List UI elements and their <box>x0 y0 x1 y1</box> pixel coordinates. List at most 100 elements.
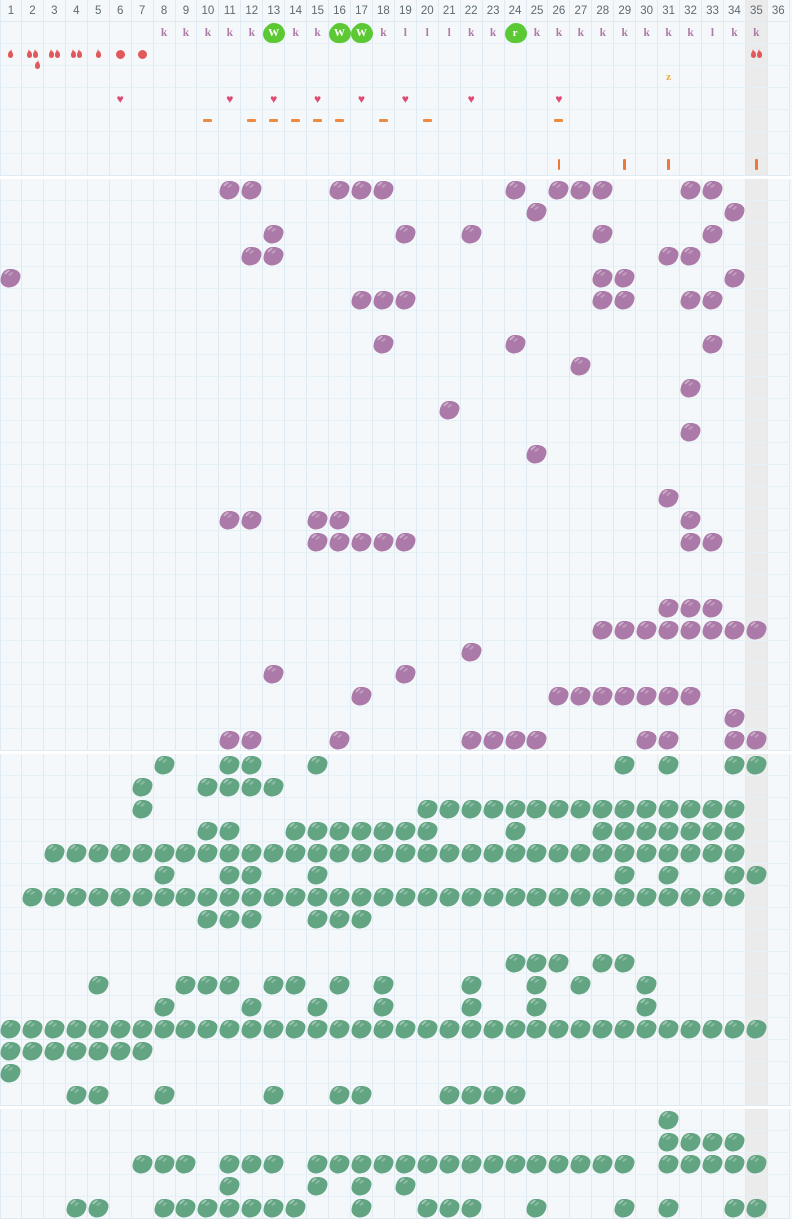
grid-cell-symptoms-purple-r11-c11[interactable] <box>219 421 242 443</box>
scribble-mark-green[interactable] <box>242 865 262 884</box>
grid-cell-bleeding-c12[interactable] <box>241 44 264 66</box>
scribble-mark-green[interactable] <box>615 799 635 818</box>
scribble-mark-green[interactable] <box>417 1198 437 1217</box>
grid-cell-symptoms-green-r0-c19[interactable] <box>394 754 417 776</box>
grid-cell-symptoms-purple-r12-c8[interactable] <box>153 443 176 465</box>
grid-cell-symptoms-green-r12-c27[interactable] <box>570 1018 593 1040</box>
grid-cell-symptoms-green-r12-c28[interactable] <box>592 1018 615 1040</box>
grid-cell-symptoms-green-2-r4-c24[interactable] <box>504 1197 527 1219</box>
grid-cell-symptoms-green-r15-c22[interactable] <box>460 1084 483 1106</box>
scribble-mark-purple[interactable] <box>659 488 679 507</box>
grid-cell-symptoms-green-r2-c6[interactable] <box>109 798 132 820</box>
grid-cell-symptoms-green-r2-c11[interactable] <box>219 798 242 820</box>
grid-cell-symptoms-green-r11-c3[interactable] <box>43 996 66 1018</box>
grid-cell-symptoms-purple-r23-c27[interactable] <box>570 685 593 707</box>
scribble-mark-green[interactable] <box>505 821 525 840</box>
grid-cell-symptoms-green-r15-c2[interactable] <box>21 1084 44 1106</box>
grid-cell-symptoms-green-r5-c17[interactable] <box>351 864 373 886</box>
grid-cell-symptoms-green-2-r3-c1[interactable] <box>0 1175 22 1197</box>
scribble-mark-green[interactable] <box>571 1019 591 1038</box>
grid-cell-symptoms-purple-r7-c6[interactable] <box>109 333 132 355</box>
grid-cell-symptoms-green-r8-c24[interactable] <box>504 930 527 952</box>
grid-cell-symptoms-purple-r1-c9[interactable] <box>175 201 198 223</box>
grid-cell-symptoms-purple-r9-c29[interactable] <box>614 377 637 399</box>
grid-cell-symptoms-green-2-r0-c8[interactable] <box>153 1109 176 1131</box>
grid-cell-symptoms-purple-r5-c29[interactable] <box>614 289 637 311</box>
grid-cell-symptoms-purple-r22-c17[interactable] <box>351 663 373 685</box>
grid-cell-symptoms-purple-r0-c2[interactable] <box>21 179 44 201</box>
grid-cell-symptoms-purple-r8-c33[interactable] <box>702 355 724 377</box>
scribble-mark-green[interactable] <box>44 843 64 862</box>
dash-mark-10[interactable] <box>203 119 213 122</box>
grid-cell-symptoms-purple-r3-c31[interactable] <box>658 245 681 267</box>
grid-cell-symptoms-green-r2-c31[interactable] <box>658 798 681 820</box>
grid-cell-symptoms-purple-r4-c15[interactable] <box>307 267 330 289</box>
grid-cell-intercourse-c35[interactable] <box>745 88 768 110</box>
grid-cell-symptoms-purple-r12-c1[interactable] <box>0 443 22 465</box>
grid-cell-symptoms-purple-r14-c7[interactable] <box>131 487 154 509</box>
grid-cell-symptoms-purple-r22-c15[interactable] <box>307 663 330 685</box>
scribble-mark-green[interactable] <box>615 755 635 774</box>
scribble-mark-green[interactable] <box>527 799 547 818</box>
grid-cell-symptoms-purple-r21-c8[interactable] <box>153 641 176 663</box>
grid-cell-symptoms-purple-r12-c20[interactable] <box>416 443 439 465</box>
scribble-mark-green[interactable] <box>264 887 284 906</box>
scribble-mark-green[interactable] <box>330 843 350 862</box>
grid-cell-symptoms-purple-r23-c31[interactable] <box>658 685 681 707</box>
grid-cell-symptoms-purple-r23-c24[interactable] <box>504 685 527 707</box>
grid-cell-symptoms-purple-r16-c30[interactable] <box>636 531 659 553</box>
grid-cell-symptoms-purple-r10-c9[interactable] <box>175 399 198 421</box>
grid-cell-symptoms-green-r12-c20[interactable] <box>416 1018 439 1040</box>
scribble-mark-green[interactable] <box>527 1154 547 1173</box>
grid-cell-temperature-dash-c35[interactable] <box>745 110 768 132</box>
grid-cell-symptoms-green-r4-c14[interactable] <box>285 842 308 864</box>
scribble-mark-green[interactable] <box>615 1198 635 1217</box>
grid-cell-symptoms-green-2-r4-c21[interactable] <box>438 1197 461 1219</box>
grid-cell-symptoms-green-r0-c35[interactable] <box>745 754 768 776</box>
scribble-mark-green[interactable] <box>1 1041 21 1060</box>
grid-cell-symptoms-purple-r10-c10[interactable] <box>197 399 220 421</box>
grid-cell-symptoms-purple-r24-c8[interactable] <box>153 707 176 729</box>
grid-cell-symptoms-green-r7-c5[interactable] <box>87 908 110 930</box>
scribble-mark-green[interactable] <box>571 799 591 818</box>
grid-cell-symptoms-green-r10-c5[interactable] <box>87 974 110 996</box>
grid-cell-symptoms-purple-r11-c23[interactable] <box>482 421 505 443</box>
grid-cell-symptoms-green-r9-c10[interactable] <box>197 952 220 974</box>
grid-cell-symptoms-purple-r9-c31[interactable] <box>658 377 681 399</box>
grid-cell-symptoms-green-r5-c7[interactable] <box>131 864 154 886</box>
grid-cell-symptoms-purple-r25-c32[interactable] <box>680 729 702 751</box>
grid-cell-symptoms-purple-r20-c22[interactable] <box>460 619 483 641</box>
grid-cell-symptoms-purple-r25-c4[interactable] <box>65 729 88 751</box>
grid-cell-notes-bar-c14[interactable] <box>285 154 308 176</box>
grid-cell-symptoms-purple-r5-c12[interactable] <box>241 289 264 311</box>
grid-cell-symptoms-green-r5-c15[interactable] <box>307 864 330 886</box>
grid-cell-symptoms-purple-r21-c23[interactable] <box>482 641 505 663</box>
grid-cell-symptoms-purple-r9-c23[interactable] <box>482 377 505 399</box>
grid-cell-symptoms-purple-r24-c10[interactable] <box>197 707 220 729</box>
grid-cell-symptoms-purple-r20-c3[interactable] <box>43 619 66 641</box>
grid-cell-symptoms-green-2-r3-c26[interactable] <box>548 1175 571 1197</box>
grid-cell-symptoms-purple-r5-c33[interactable] <box>702 289 724 311</box>
grid-cell-symptoms-purple-r7-c10[interactable] <box>197 333 220 355</box>
grid-cell-symptoms-purple-r23-c21[interactable] <box>438 685 461 707</box>
grid-cell-symptoms-green-r2-c15[interactable] <box>307 798 330 820</box>
grid-cell-symptoms-green-r10-c31[interactable] <box>658 974 681 996</box>
grid-cell-symptoms-purple-r6-c13[interactable] <box>263 311 286 333</box>
grid-cell-symptoms-purple-r7-c14[interactable] <box>285 333 308 355</box>
grid-cell-bleeding-c11[interactable] <box>219 44 242 66</box>
grid-cell-symptoms-purple-r2-c22[interactable] <box>460 223 483 245</box>
grid-cell-symptoms-purple-r17-c28[interactable] <box>592 553 615 575</box>
grid-cell-symptoms-purple-r25-c34[interactable] <box>723 729 746 751</box>
grid-cell-symptoms-purple-r9-c13[interactable] <box>263 377 286 399</box>
grid-cell-bleeding-c2[interactable] <box>21 44 44 69</box>
grid-cell-symptoms-purple-r1-c34[interactable] <box>723 201 746 223</box>
grid-cell-symptoms-green-r13-c34[interactable] <box>723 1040 746 1062</box>
grid-cell-symptoms-purple-r6-c2[interactable] <box>21 311 44 333</box>
grid-cell-symptoms-purple-r17-c13[interactable] <box>263 553 286 575</box>
grid-cell-symptoms-green-r13-c17[interactable] <box>351 1040 373 1062</box>
grid-cell-symptoms-green-r13-c11[interactable] <box>219 1040 242 1062</box>
grid-cell-symptoms-green-r12-c33[interactable] <box>702 1018 724 1040</box>
grid-cell-symptoms-green-r6-c4[interactable] <box>65 886 88 908</box>
scribble-mark-green[interactable] <box>220 1176 240 1195</box>
grid-cell-symptoms-green-r4-c28[interactable] <box>592 842 615 864</box>
